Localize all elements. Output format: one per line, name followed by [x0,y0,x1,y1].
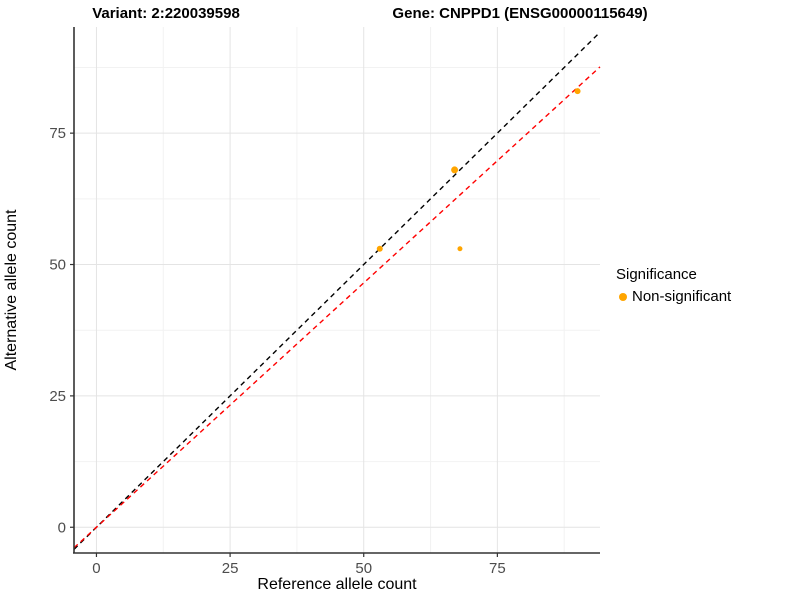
legend: Significance Non-significant [610,266,731,305]
legend-title: Significance [616,266,697,283]
variant-title: Variant: 2:220039598 [92,5,240,22]
legend-item: Non-significant [619,288,731,305]
y-tick-label: 75 [49,125,66,142]
x-tick-label: 75 [489,560,506,577]
data-point [457,246,463,252]
identity-line [73,31,601,550]
x-tick-label: 25 [222,560,239,577]
data-point [451,166,459,174]
data-point [574,88,581,95]
x-axis-title: Reference allele count [257,576,417,593]
y-tick-label: 0 [58,519,66,536]
fit-line [73,66,601,549]
data-point [376,245,383,252]
gene-title: Gene: CNPPD1 (ENSG00000115649) [392,5,648,22]
x-tick-label: 0 [92,560,100,577]
y-tick-label: 50 [49,257,66,274]
x-tick-label: 50 [355,560,372,577]
non-significant-dot-icon [619,292,627,301]
legend-item-label: Non-significant [632,288,732,305]
y-tick-label: 25 [49,388,66,405]
